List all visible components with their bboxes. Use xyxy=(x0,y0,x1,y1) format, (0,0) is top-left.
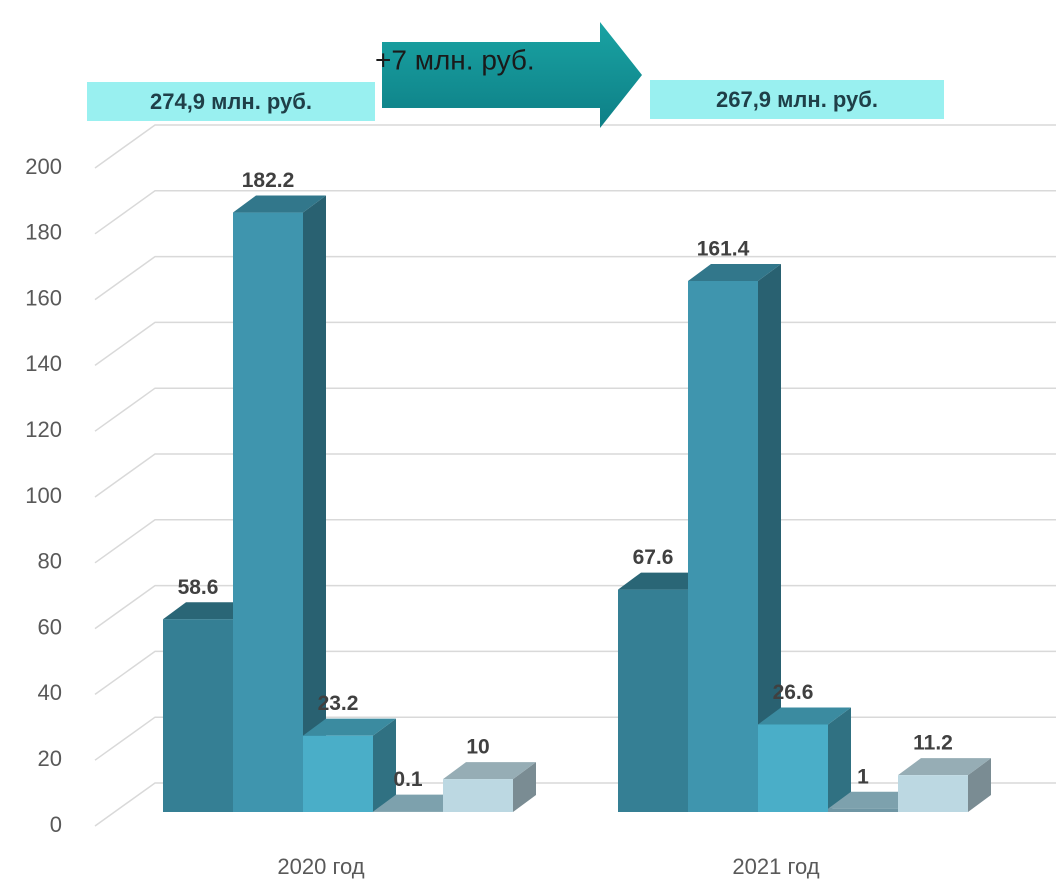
annotation: 274,9 млн. руб. xyxy=(150,89,312,114)
bar-side xyxy=(968,758,991,812)
bar-front xyxy=(233,212,303,812)
bar-front xyxy=(688,280,758,812)
bar xyxy=(898,758,991,812)
y-tick-label: 0 xyxy=(50,812,62,837)
value-label: 1 xyxy=(857,765,869,788)
bar-top xyxy=(443,762,536,780)
bar xyxy=(233,195,326,812)
bar-front xyxy=(443,779,513,812)
bar-top xyxy=(373,794,466,812)
value-label: 23.2 xyxy=(318,692,359,715)
value-label: 11.2 xyxy=(913,732,953,755)
y-tick-label: 60 xyxy=(38,614,62,639)
grid-line xyxy=(94,190,1056,235)
grid xyxy=(94,124,1056,827)
value-label: 58.6 xyxy=(178,576,219,599)
bar-side xyxy=(303,195,326,812)
bar-top xyxy=(233,195,326,213)
y-tick-label: 100 xyxy=(25,483,62,508)
bar-top xyxy=(828,791,921,809)
bar-front xyxy=(758,724,828,812)
bar-front xyxy=(303,735,373,812)
grid-line xyxy=(94,124,1056,169)
grid-line xyxy=(94,255,1056,301)
bar xyxy=(303,718,396,812)
annotation-box xyxy=(650,80,944,119)
annotation-box xyxy=(87,82,375,121)
bar-top xyxy=(758,707,851,725)
value-label: 10 xyxy=(466,736,489,759)
value-label: 67.6 xyxy=(633,546,674,569)
bar xyxy=(688,263,781,812)
x-tick-label: 2020 год xyxy=(277,854,364,879)
value-label: 0.1 xyxy=(393,768,423,791)
y-tick-label: 40 xyxy=(38,680,62,705)
bar-side xyxy=(373,718,396,812)
bar-side xyxy=(513,762,536,812)
y-tick-label: 180 xyxy=(25,220,62,245)
value-label: 182.2 xyxy=(242,169,295,192)
bar xyxy=(758,707,851,812)
bar-side xyxy=(828,707,851,812)
annotation: 267,9 млн. руб. xyxy=(716,87,878,112)
x-tick-label: 2021 год xyxy=(732,854,819,879)
bar-top xyxy=(898,758,991,776)
annotation: +7 млн. руб. xyxy=(375,44,535,75)
bar-front xyxy=(828,808,898,812)
bar-side xyxy=(758,263,781,812)
y-tick-label: 200 xyxy=(25,154,62,179)
bar-top xyxy=(688,263,781,281)
bar-top xyxy=(163,602,256,620)
arrow xyxy=(382,22,642,128)
bar-top xyxy=(618,572,711,590)
y-tick-label: 80 xyxy=(38,549,62,574)
y-tick-label: 20 xyxy=(38,746,62,771)
value-label: 161.4 xyxy=(697,238,750,261)
bar-front xyxy=(898,775,968,812)
bar-front xyxy=(618,589,688,812)
value-label: 26.6 xyxy=(773,681,814,704)
y-tick-label: 160 xyxy=(25,285,62,310)
bar-front xyxy=(163,619,233,812)
bar-top xyxy=(303,718,396,736)
bar xyxy=(443,762,536,812)
y-tick-label: 140 xyxy=(25,351,62,376)
y-tick-label: 120 xyxy=(25,417,62,442)
